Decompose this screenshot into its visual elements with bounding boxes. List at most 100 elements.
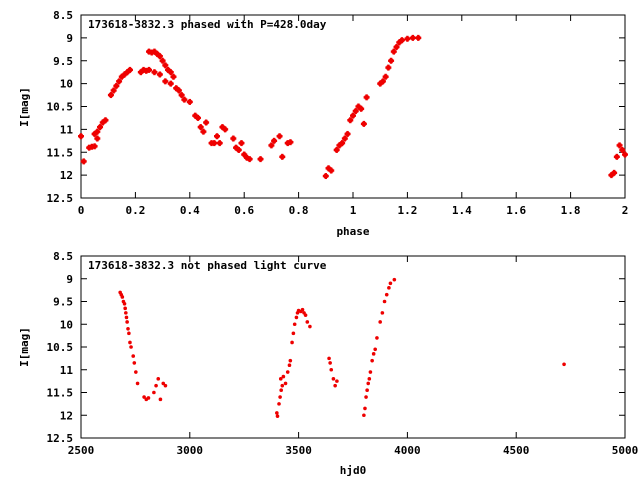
phased-data-point <box>146 66 152 73</box>
phased-data-point <box>102 117 109 124</box>
unphased-data-point <box>365 388 369 393</box>
unphased-y-tick-label: 9.5 <box>53 296 73 309</box>
unphased-data-point <box>292 322 297 327</box>
unphased-data-point <box>142 395 146 399</box>
unphased-y-tick-label: 9 <box>66 273 73 286</box>
phased-data-point <box>398 37 405 44</box>
phased-data-point <box>616 142 623 149</box>
phased-data-point <box>390 48 397 55</box>
unphased-data-point <box>303 313 308 317</box>
unphased-y-axis-label: I[mag] <box>18 327 31 367</box>
unphased-y-tick-label: 12.5 <box>47 432 74 445</box>
phased-data-point <box>80 158 87 165</box>
unphased-data-point <box>124 315 129 320</box>
phased-data-point <box>276 133 283 140</box>
phased-data-point <box>257 156 264 163</box>
unphased-y-tick-label: 12 <box>60 409 73 422</box>
unphased-data-point <box>327 356 331 361</box>
phased-data-point <box>613 153 620 160</box>
unphased-data-point <box>288 358 293 363</box>
phased-data-point <box>246 156 253 163</box>
phased-data-point <box>363 94 370 101</box>
unphased-data-point <box>278 377 283 381</box>
unphased-data-point <box>283 381 288 386</box>
unphased-data-point <box>305 320 310 324</box>
phased-data-point <box>216 140 223 147</box>
unphased-data-point <box>294 315 299 320</box>
unphased-data-point <box>335 379 339 383</box>
phased-y-axis-label: I[mag] <box>18 87 31 127</box>
unphased-data-point <box>378 320 383 324</box>
unphased-chart: 2500 3000 3500 4000 4500 5000 8.5 9 9.5 10 10.5 11 1… <box>18 250 638 477</box>
unphased-x-axis-label: hjd0 <box>340 464 367 477</box>
phased-data-point <box>619 146 626 153</box>
phased-y-tick-label: 9 <box>66 32 73 45</box>
unphased-data-point <box>370 358 374 363</box>
unphased-data-point <box>384 292 389 297</box>
unphased-data-point <box>122 301 127 306</box>
phased-x-tick-label: 1.6 <box>506 204 526 217</box>
phased-data-point <box>178 92 185 99</box>
unphased-data-point <box>285 370 290 374</box>
phased-data-point <box>322 173 329 180</box>
phased-y-tick-label: 11 <box>60 123 74 136</box>
unphased-chart-title: 173618-3832.3 not phased light curve <box>88 259 327 272</box>
unphased-data-point <box>277 402 281 406</box>
phased-data-point <box>393 44 400 51</box>
phased-data-point <box>382 73 389 80</box>
unphased-y-tick-label: 10 <box>60 318 73 331</box>
phased-plot-frame <box>80 14 626 199</box>
phased-data-point <box>126 66 133 73</box>
phased-x-axis-label: phase <box>336 225 369 238</box>
phased-data-point <box>194 114 201 121</box>
phased-data-point <box>222 126 229 133</box>
phased-data-point <box>167 69 174 76</box>
phased-y-tick-label: 10.5 <box>47 101 74 114</box>
unphased-y-tick-label: 11 <box>60 364 74 377</box>
unphased-data-point <box>275 411 279 415</box>
phased-chart: 0 0.2 0.4 0.6 0.8 1 1.2 1.4 1.6 1.8 2 8.5 9 9.5 10 10.5… <box>18 9 628 238</box>
unphased-data-point <box>380 311 385 315</box>
phased-data-point <box>94 128 101 135</box>
unphased-x-tick-label: 3000 <box>177 444 204 457</box>
unphased-x-tick-label: 4500 <box>503 444 530 457</box>
unphased-data-point <box>375 336 379 340</box>
phased-data-point <box>271 137 278 144</box>
unphased-data-point <box>308 324 312 329</box>
phased-data-point <box>341 135 348 142</box>
unphased-plot-frame <box>80 255 626 439</box>
phased-data-point <box>94 135 101 142</box>
unphased-data-point <box>388 281 393 286</box>
phased-data-point <box>181 96 188 103</box>
phased-y-tick-label: 10 <box>60 78 73 91</box>
unphased-data-point <box>124 311 128 315</box>
phased-x-tick-label: 1.2 <box>397 204 417 217</box>
unphased-data-point <box>152 390 156 395</box>
unphased-data-point <box>156 377 161 381</box>
phased-x-tick-label: 2 <box>622 204 629 217</box>
unphased-data-point <box>127 331 131 336</box>
phased-data-point <box>156 53 163 60</box>
phased-data-point <box>203 119 210 126</box>
phased-data-point <box>116 78 123 85</box>
unphased-x-tick-label: 2500 <box>68 444 95 457</box>
phased-x-tick-label: 0.4 <box>180 204 200 217</box>
phased-data-point <box>167 80 174 87</box>
phased-x-tick-label: 1.4 <box>452 204 472 217</box>
unphased-data-point <box>364 395 368 399</box>
unphased-data-point <box>300 307 305 312</box>
unphased-data-point <box>146 396 151 400</box>
unphased-y-tick-label: 8.5 <box>53 250 73 263</box>
phased-data-point <box>235 146 242 153</box>
phased-data-point <box>156 71 163 78</box>
unphased-data-point <box>154 383 158 388</box>
phased-y-tick-label: 11.5 <box>47 146 74 159</box>
phased-x-tick-label: 1 <box>350 204 357 217</box>
unphased-data-point <box>368 370 373 374</box>
unphased-data-point <box>161 381 166 386</box>
phased-data-point <box>230 135 237 142</box>
phased-data-point <box>200 128 207 135</box>
phased-data-point <box>622 151 628 158</box>
